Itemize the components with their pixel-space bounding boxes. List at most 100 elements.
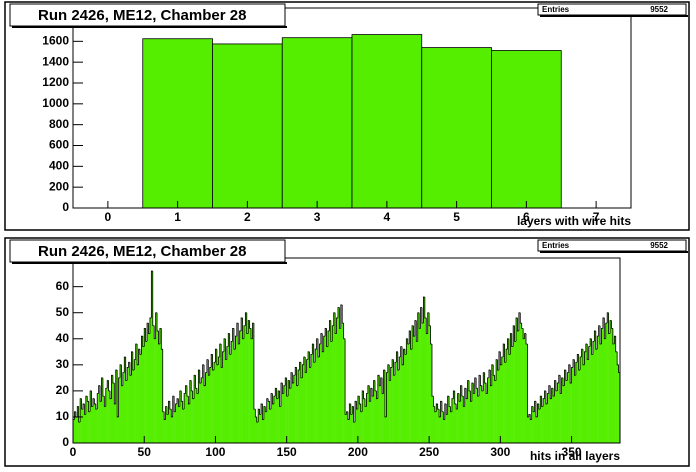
bin-outline <box>576 354 579 363</box>
bin-outline <box>156 312 159 332</box>
bin-outline <box>444 403 447 420</box>
bin-outline <box>599 325 602 345</box>
bin-outline <box>225 338 227 361</box>
bin-outline <box>159 327 162 344</box>
bin-outline <box>286 377 289 397</box>
bin-outline <box>556 382 559 391</box>
bin-outline <box>297 369 300 386</box>
bin-outline <box>86 396 89 402</box>
bin-outline <box>199 370 202 384</box>
bin-outline <box>559 375 562 394</box>
bin-outline <box>613 335 616 344</box>
bin <box>346 411 349 443</box>
bin <box>335 333 337 443</box>
bin <box>290 372 293 443</box>
x-tick-label: 0 <box>70 445 77 459</box>
bin-outline <box>566 372 569 381</box>
bin <box>373 380 376 443</box>
bin <box>276 398 279 443</box>
bin-outline <box>405 338 408 355</box>
bin <box>139 354 142 443</box>
bin-outline <box>210 354 213 368</box>
bin <box>406 338 408 443</box>
bin <box>233 349 236 443</box>
bin-outline <box>341 304 344 324</box>
bin-outline <box>415 320 418 342</box>
x-tick-label: 6 <box>523 210 530 224</box>
bin <box>478 375 481 443</box>
bin <box>350 414 353 443</box>
bin <box>503 343 505 443</box>
bin <box>608 333 611 443</box>
bin <box>365 406 367 443</box>
bin-outline <box>337 307 340 318</box>
bin <box>528 414 531 443</box>
bin-outline <box>348 403 351 420</box>
bin-outline <box>546 393 549 404</box>
bin-outline <box>309 351 311 368</box>
bin <box>571 367 574 443</box>
bin-outline <box>212 354 215 371</box>
bin <box>466 398 468 443</box>
bin <box>269 409 272 443</box>
bin-outline <box>417 312 420 342</box>
y-tick-label: 0 <box>62 435 69 449</box>
stats-value: 9552 <box>650 241 668 250</box>
bin-outline <box>457 393 460 410</box>
bin-outline <box>313 343 316 363</box>
bin <box>111 375 114 443</box>
bin <box>510 333 512 443</box>
bin <box>488 370 491 443</box>
bin-outline <box>340 304 343 329</box>
bin <box>159 328 162 443</box>
bin <box>172 396 175 443</box>
bin <box>393 375 396 443</box>
bin <box>359 403 361 443</box>
bin <box>564 370 567 443</box>
bin <box>592 341 595 443</box>
bin-outline <box>92 398 95 407</box>
bin <box>594 330 596 443</box>
bin-outline <box>418 312 421 329</box>
bin <box>263 406 266 443</box>
bin <box>142 38 213 209</box>
bin <box>78 422 81 443</box>
bin <box>165 406 168 443</box>
x-tick-label: 250 <box>419 445 439 459</box>
bin <box>162 411 165 443</box>
bin-outline <box>182 401 185 410</box>
bin <box>75 416 78 443</box>
bin <box>258 409 260 443</box>
bin <box>434 411 437 443</box>
bin-outline <box>85 395 88 415</box>
bin-outline <box>76 406 79 417</box>
bin-outline <box>408 330 411 344</box>
y-tick-label: 60 <box>56 279 70 293</box>
bin-outline <box>252 322 254 339</box>
bin <box>520 323 522 443</box>
bin <box>547 393 549 443</box>
bin-outline <box>279 390 281 407</box>
bin <box>161 349 163 443</box>
bin-outline <box>213 361 216 371</box>
bin-outline <box>562 377 565 387</box>
bin-outline <box>598 325 601 337</box>
bin-outline <box>217 356 220 365</box>
bin <box>463 406 465 443</box>
bin <box>252 323 255 443</box>
bin <box>604 338 606 443</box>
bin <box>461 396 464 443</box>
bin <box>416 341 418 443</box>
bin <box>602 317 605 443</box>
bin-outline <box>237 323 240 345</box>
bin <box>283 385 286 443</box>
bin <box>253 409 256 443</box>
bin <box>557 383 559 443</box>
bin <box>530 419 532 443</box>
bin <box>501 357 504 443</box>
bin <box>491 364 494 443</box>
bin <box>129 375 132 443</box>
bin-outline <box>595 330 598 350</box>
bin-outline <box>140 335 143 355</box>
bin-outline <box>136 343 139 366</box>
